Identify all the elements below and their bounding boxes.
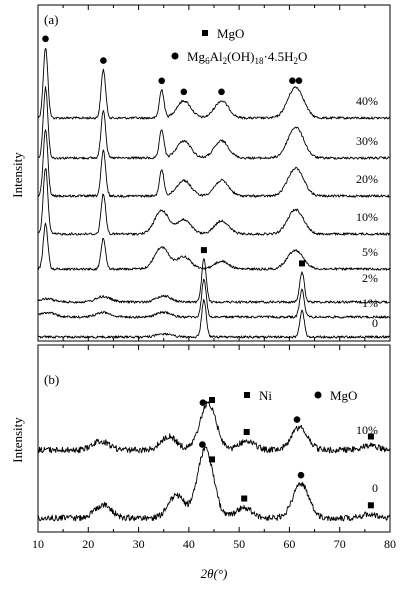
x-tick-label: 60 — [283, 537, 295, 551]
panel-b-ylabel: Intensity — [10, 417, 25, 463]
panel-b-ticks: 10 20 30 40 50 60 70 80 — [32, 345, 396, 551]
panel-b-legend: Ni MgO — [244, 388, 357, 403]
x-axis-label: 2θ(°) — [201, 566, 228, 581]
series-line-5pct — [37, 222, 390, 271]
panel-a-markers — [42, 35, 305, 267]
square-marker — [243, 429, 250, 435]
panel-b: (b) Intensity Ni MgO 10% 0 10 20 30 40 50 60 70 8… — [10, 344, 396, 551]
x-tick-label: 40 — [183, 537, 195, 551]
panel-a-legend: MgO Mg6Al2(OH)18·4.5H2O — [171, 26, 307, 66]
series-label: 2% — [362, 271, 378, 285]
series-line-0 — [37, 299, 390, 339]
square-marker — [209, 456, 215, 463]
series-label: 20% — [356, 172, 378, 186]
series-line-20pct — [37, 129, 390, 198]
x-tick-label: 10 — [32, 537, 44, 551]
series-line-10pct — [38, 400, 390, 454]
circle-marker — [295, 77, 303, 84]
panel-b-traces — [37, 400, 390, 522]
x-tick-label: 20 — [82, 537, 94, 551]
series-line-0 — [37, 446, 390, 522]
panel-b-frame — [37, 344, 391, 533]
legend-square-icon — [202, 30, 208, 36]
panel-a-label: (a) — [44, 12, 58, 27]
x-tick-label: 50 — [233, 537, 245, 551]
circle-marker — [100, 57, 107, 64]
square-marker — [200, 247, 207, 254]
panel-b-label: (b) — [44, 372, 59, 387]
panel-b-series-labels: 10% 0 — [356, 423, 378, 495]
series-line-2pct — [37, 258, 390, 304]
series-line-30pct — [38, 86, 390, 160]
square-marker — [241, 495, 248, 502]
legend-label: MgO — [217, 26, 244, 41]
series-line-40pct — [37, 48, 390, 120]
legend-circle-icon — [314, 391, 322, 399]
series-line-1pct — [38, 278, 390, 319]
series-line-10pct — [38, 168, 390, 236]
square-marker — [299, 260, 305, 267]
series-label: 1% — [362, 296, 378, 310]
series-label: 0 — [372, 316, 378, 330]
panel-a: (a) Intensity MgO Mg6Al2(OH)18·4.5H2O 40%… — [10, 4, 391, 342]
circle-marker — [42, 35, 49, 43]
panel-a-traces — [37, 48, 390, 339]
panel-a-series-labels: 40% 30% 20% 10% 5% 2% 1% 0 — [356, 94, 378, 330]
series-label: 40% — [356, 94, 378, 108]
series-label: 0 — [372, 481, 378, 495]
legend-label: Mg6Al2(OH)18·4.5H2O — [187, 49, 307, 66]
circle-marker — [297, 471, 305, 479]
circle-marker — [199, 441, 206, 448]
panel-a-ylabel: Intensity — [10, 152, 25, 198]
series-label: 10% — [356, 210, 378, 224]
circle-marker — [289, 77, 296, 84]
circle-marker — [218, 88, 225, 96]
square-marker — [209, 397, 215, 403]
x-tick-label: 80 — [384, 537, 396, 551]
legend-label: Ni — [259, 388, 272, 403]
panel-a-ticks — [37, 5, 391, 341]
series-label: 10% — [356, 423, 378, 437]
square-marker — [367, 502, 374, 509]
legend-circle-icon — [171, 52, 179, 60]
x-tick-label: 30 — [133, 537, 145, 551]
series-label: 30% — [356, 134, 378, 148]
square-marker — [367, 433, 374, 440]
x-tick-label: 70 — [334, 537, 346, 551]
series-label: 5% — [362, 245, 378, 259]
legend-label: MgO — [330, 388, 357, 403]
panel-b-markers — [199, 397, 374, 509]
circle-marker — [199, 399, 207, 407]
circle-marker — [180, 88, 188, 96]
legend-square-icon — [244, 392, 250, 398]
circle-marker — [293, 416, 301, 423]
circle-marker — [158, 77, 165, 85]
